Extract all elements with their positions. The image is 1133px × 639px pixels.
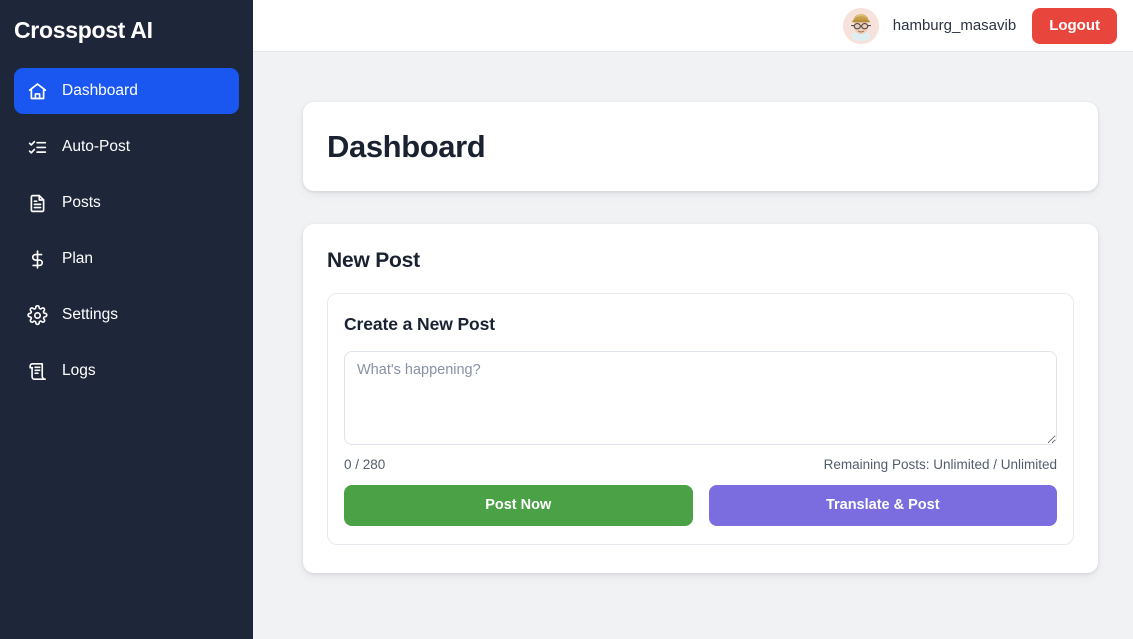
page-title: Dashboard: [327, 129, 486, 164]
page-title-card: Dashboard: [303, 102, 1098, 192]
document-icon: [26, 192, 48, 214]
composer-button-row: Post Now Translate & Post: [344, 484, 1057, 527]
sidebar-item-dashboard[interactable]: Dashboard: [14, 68, 239, 114]
scroll-icon: [26, 360, 48, 382]
post-content-textarea[interactable]: [344, 351, 1057, 446]
sidebar-item-label: Settings: [62, 306, 119, 324]
sidebar-nav: Dashboard Auto-Post: [0, 68, 253, 394]
sidebar-item-posts[interactable]: Posts: [14, 180, 239, 226]
dollar-icon: [26, 248, 48, 270]
gear-icon: [26, 304, 48, 326]
translate-and-post-button[interactable]: Translate & Post: [708, 484, 1057, 527]
username-label: hamburg_masavib: [892, 17, 1017, 34]
logout-button[interactable]: Logout: [1032, 7, 1117, 44]
composer-title: Create a New Post: [344, 314, 495, 335]
composer-meta-row: 0 / 280 Remaining Posts: Unlimited / Unl…: [344, 458, 1057, 472]
sidebar-item-settings[interactable]: Settings: [14, 292, 239, 338]
composer-card: Create a New Post 0 / 280 Remaining Post…: [327, 293, 1074, 546]
sidebar-item-label: Logs: [62, 362, 96, 380]
sidebar-item-label: Auto-Post: [62, 138, 131, 156]
app-brand-title: Crosspost AI: [14, 16, 153, 43]
main-area: hamburg_masavib Logout Dashboard New Pos…: [253, 0, 1133, 639]
sidebar: Crosspost AI Dashboard: [0, 0, 253, 639]
sidebar-item-label: Posts: [62, 194, 101, 212]
post-now-button[interactable]: Post Now: [344, 484, 693, 527]
sidebar-item-label: Plan: [62, 250, 94, 268]
remaining-posts-label: Remaining Posts: Unlimited / Unlimited: [823, 457, 1057, 473]
sidebar-item-plan[interactable]: Plan: [14, 236, 239, 282]
top-bar: hamburg_masavib Logout: [253, 0, 1133, 52]
character-count: 0 / 280: [344, 457, 386, 473]
user-avatar[interactable]: [842, 7, 879, 44]
sidebar-item-label: Dashboard: [62, 82, 138, 100]
sidebar-item-auto-post[interactable]: Auto-Post: [14, 124, 239, 170]
sidebar-item-logs[interactable]: Logs: [14, 348, 239, 394]
checklist-icon: [26, 136, 48, 158]
new-post-section-card: New Post Create a New Post 0 / 280 Remai…: [303, 224, 1098, 574]
home-icon: [26, 80, 48, 102]
section-title: New Post: [327, 249, 420, 273]
content-scroll-area: Dashboard New Post Create a New Post 0 /…: [253, 52, 1133, 639]
